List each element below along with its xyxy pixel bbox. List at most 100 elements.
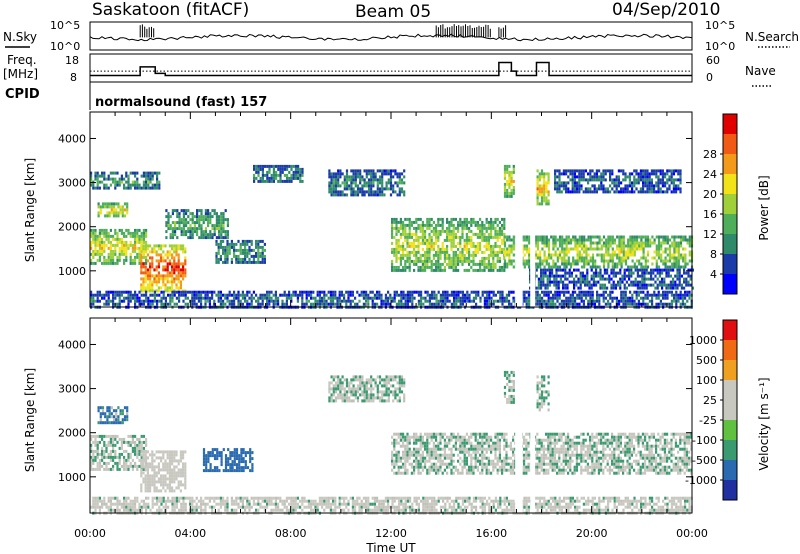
heatmap-cell — [535, 268, 538, 272]
heatmap-cell — [624, 172, 627, 176]
heatmap-cell — [613, 241, 617, 245]
heatmap-cell — [540, 286, 543, 290]
heatmap-cell — [510, 191, 513, 195]
heatmap-cell — [605, 253, 608, 257]
heatmap-cell — [347, 299, 350, 303]
heatmap-cell — [544, 274, 547, 278]
heatmap-cell — [337, 178, 340, 182]
heatmap-cell — [171, 247, 174, 251]
heatmap-cell — [374, 178, 377, 182]
heatmap-cell — [126, 418, 129, 422]
heatmap-cell — [219, 257, 222, 261]
heatmap-cell — [598, 169, 601, 173]
heatmap-cell — [641, 280, 644, 284]
heatmap-cell — [125, 464, 128, 468]
heatmap-cell — [395, 226, 398, 230]
heatmap-cell — [151, 468, 154, 472]
heatmap-cell — [222, 236, 225, 240]
heatmap-cell — [679, 253, 683, 257]
heatmap-cell — [145, 234, 148, 238]
heatmap-cell — [296, 293, 299, 297]
heatmap-cell — [426, 250, 429, 254]
heatmap-cell — [241, 242, 244, 246]
heatmap-cell — [660, 244, 663, 248]
heatmap-cell — [503, 164, 507, 168]
heatmap-cell — [657, 250, 661, 254]
heatmap-cell — [98, 440, 101, 444]
heatmap-cell — [586, 283, 589, 287]
heatmap-cell — [567, 187, 570, 191]
heatmap-cell — [534, 253, 537, 257]
heatmap-cell — [140, 240, 143, 244]
heatmap-cell — [378, 296, 381, 300]
heatmap-cell — [261, 257, 264, 261]
heatmap-cell — [581, 280, 584, 284]
heatmap-cell — [508, 176, 511, 180]
heatmap-cell — [635, 247, 639, 251]
heatmap-cell — [182, 221, 185, 225]
heatmap-cell — [607, 293, 610, 297]
heatmap-cell — [644, 238, 647, 242]
heatmap-cell — [667, 283, 670, 287]
heatmap-cell — [112, 234, 115, 238]
heatmap-cell — [631, 184, 634, 188]
heatmap-cell — [635, 293, 638, 297]
heatmap-cell — [604, 169, 607, 173]
heatmap-cell — [494, 265, 497, 269]
heatmap-cell — [591, 175, 594, 179]
heatmap-cell — [617, 175, 620, 179]
heatmap-cell — [149, 244, 152, 248]
heatmap-cell — [399, 268, 402, 272]
heatmap-cell — [421, 220, 424, 224]
heatmap-cell — [136, 296, 139, 300]
heatmap-cell — [568, 268, 571, 272]
heatmap-cell — [171, 236, 174, 240]
heatmap-cell — [452, 262, 455, 266]
heatmap-cell — [226, 218, 229, 222]
heatmap-cell — [675, 259, 678, 263]
heatmap-cell — [539, 235, 542, 239]
heatmap-cell — [459, 235, 462, 239]
heatmap-cell — [162, 296, 165, 300]
heatmap-cell — [657, 302, 660, 306]
heatmap-cell — [566, 283, 569, 287]
heatmap-cell — [305, 296, 308, 300]
heatmap-cell — [450, 244, 453, 248]
heatmap-cell — [116, 455, 119, 459]
heatmap-cell — [123, 464, 126, 468]
heatmap-cell — [120, 180, 123, 184]
heatmap-cell — [140, 268, 143, 272]
heatmap-cell — [640, 265, 643, 269]
heatmap-cell — [415, 235, 418, 239]
heatmap-cell — [512, 247, 515, 251]
heatmap-cell — [142, 180, 145, 184]
heatmap-cell — [108, 214, 111, 218]
heatmap-cell — [668, 187, 671, 191]
heatmap-cell — [126, 211, 129, 215]
heatmap-cell — [204, 215, 207, 219]
heatmap-cell — [675, 296, 678, 300]
heatmap-cell — [179, 283, 182, 287]
heatmap-cell — [565, 190, 568, 194]
heatmap-cell — [123, 246, 126, 250]
heatmap-cell — [372, 169, 375, 173]
heatmap-cell — [340, 290, 343, 294]
heatmap-cell — [490, 296, 493, 300]
heatmap-cell — [345, 290, 348, 294]
heatmap-cell — [437, 232, 440, 236]
heatmap-cell — [279, 170, 282, 174]
heatmap-cell — [101, 452, 104, 456]
heatmap-cell — [413, 238, 416, 242]
heatmap-cell — [508, 235, 511, 239]
heatmap-cell — [457, 262, 460, 266]
heatmap-cell — [153, 277, 156, 281]
heatmap-cell — [562, 187, 565, 191]
heatmap-cell — [151, 477, 154, 481]
heatmap-cell — [145, 437, 148, 441]
heatmap-cell — [596, 235, 599, 239]
heatmap-cell — [643, 268, 646, 272]
heatmap-cell — [90, 461, 93, 465]
heatmap-cell — [543, 290, 546, 294]
heatmap-cell — [92, 186, 95, 190]
heatmap-cell — [646, 259, 650, 263]
